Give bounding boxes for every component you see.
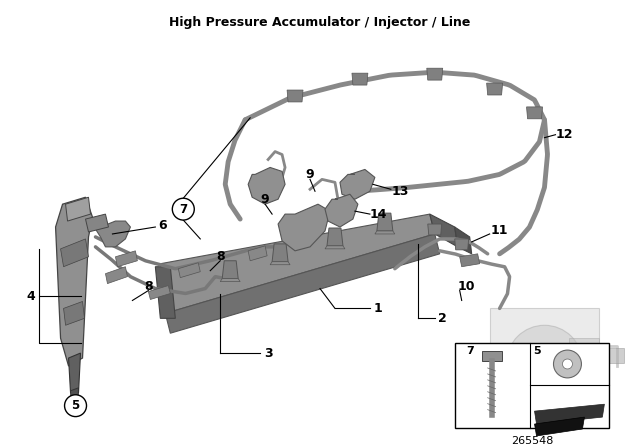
Polygon shape bbox=[570, 338, 600, 358]
Polygon shape bbox=[325, 246, 345, 249]
Polygon shape bbox=[165, 234, 440, 333]
Polygon shape bbox=[375, 231, 395, 234]
Circle shape bbox=[172, 198, 195, 220]
Circle shape bbox=[507, 325, 582, 401]
Polygon shape bbox=[115, 251, 138, 267]
Polygon shape bbox=[340, 169, 375, 199]
Polygon shape bbox=[534, 417, 584, 436]
Polygon shape bbox=[527, 107, 543, 119]
Polygon shape bbox=[65, 197, 90, 221]
Polygon shape bbox=[607, 348, 625, 363]
Polygon shape bbox=[460, 254, 479, 267]
Polygon shape bbox=[570, 373, 600, 393]
Text: 11: 11 bbox=[491, 224, 508, 237]
Polygon shape bbox=[61, 239, 88, 267]
Polygon shape bbox=[161, 214, 435, 313]
Text: 14: 14 bbox=[369, 207, 387, 220]
Polygon shape bbox=[428, 224, 442, 235]
Polygon shape bbox=[148, 285, 170, 299]
Circle shape bbox=[554, 350, 581, 378]
Text: 12: 12 bbox=[556, 128, 573, 141]
Circle shape bbox=[65, 395, 86, 417]
Polygon shape bbox=[70, 388, 79, 413]
Polygon shape bbox=[56, 197, 93, 366]
Polygon shape bbox=[430, 214, 458, 247]
Text: 10: 10 bbox=[458, 280, 476, 293]
Polygon shape bbox=[63, 302, 84, 325]
Text: 13: 13 bbox=[391, 185, 408, 198]
Circle shape bbox=[563, 359, 572, 369]
Text: 8: 8 bbox=[216, 250, 225, 263]
Polygon shape bbox=[220, 279, 240, 282]
Polygon shape bbox=[482, 351, 502, 361]
Text: 7: 7 bbox=[466, 346, 474, 356]
Polygon shape bbox=[325, 194, 358, 227]
Text: 6: 6 bbox=[158, 219, 166, 232]
Polygon shape bbox=[287, 90, 303, 102]
Polygon shape bbox=[248, 246, 267, 261]
Text: 9: 9 bbox=[306, 168, 314, 181]
Text: 4: 4 bbox=[26, 290, 35, 303]
Polygon shape bbox=[278, 204, 330, 251]
Polygon shape bbox=[95, 221, 131, 247]
Text: 5: 5 bbox=[532, 346, 540, 356]
Text: 3: 3 bbox=[264, 347, 273, 360]
Polygon shape bbox=[490, 308, 600, 427]
Text: 265548: 265548 bbox=[511, 436, 553, 446]
Polygon shape bbox=[454, 239, 468, 250]
Polygon shape bbox=[534, 404, 604, 424]
Polygon shape bbox=[270, 262, 290, 265]
Polygon shape bbox=[427, 68, 443, 80]
Polygon shape bbox=[68, 353, 81, 393]
Text: 9: 9 bbox=[261, 193, 269, 206]
Polygon shape bbox=[86, 214, 108, 232]
Text: High Pressure Accumulator / Injector / Line: High Pressure Accumulator / Injector / L… bbox=[170, 16, 470, 29]
Polygon shape bbox=[179, 263, 200, 278]
Polygon shape bbox=[352, 73, 368, 85]
Polygon shape bbox=[272, 244, 288, 262]
Polygon shape bbox=[106, 267, 127, 284]
Polygon shape bbox=[377, 213, 393, 231]
Polygon shape bbox=[222, 261, 238, 279]
Text: 8: 8 bbox=[144, 280, 153, 293]
Polygon shape bbox=[248, 168, 285, 204]
Text: 2: 2 bbox=[438, 312, 447, 325]
Polygon shape bbox=[486, 83, 502, 95]
Text: 7: 7 bbox=[179, 202, 188, 215]
FancyBboxPatch shape bbox=[454, 343, 609, 427]
Polygon shape bbox=[156, 267, 175, 319]
Polygon shape bbox=[327, 228, 343, 246]
Text: 1: 1 bbox=[374, 302, 382, 315]
Polygon shape bbox=[454, 227, 472, 254]
Text: 5: 5 bbox=[72, 399, 79, 412]
